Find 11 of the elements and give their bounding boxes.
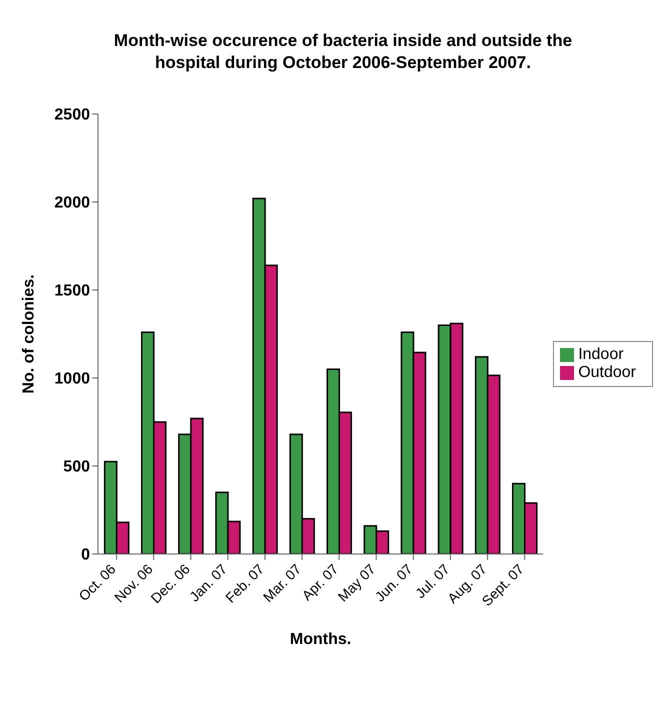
legend-label: Outdoor: [578, 364, 636, 381]
y-tick-label: 2500: [54, 106, 90, 124]
y-tick-label: 2000: [54, 194, 90, 212]
legend-label: Indoor: [578, 346, 624, 363]
y-tick-label: 0: [81, 546, 90, 564]
y-tick-label: 500: [63, 458, 90, 476]
x-axis-title: Months.: [290, 631, 352, 648]
y-tick-label: 1500: [54, 282, 90, 300]
chart-title: Month-wise occurence of bacteria inside and outside the hospital during October 2006-September 2007.: [112, 30, 574, 74]
y-axis-title: No. of colonies.: [20, 274, 38, 394]
y-tick-label: 1000: [54, 370, 90, 388]
